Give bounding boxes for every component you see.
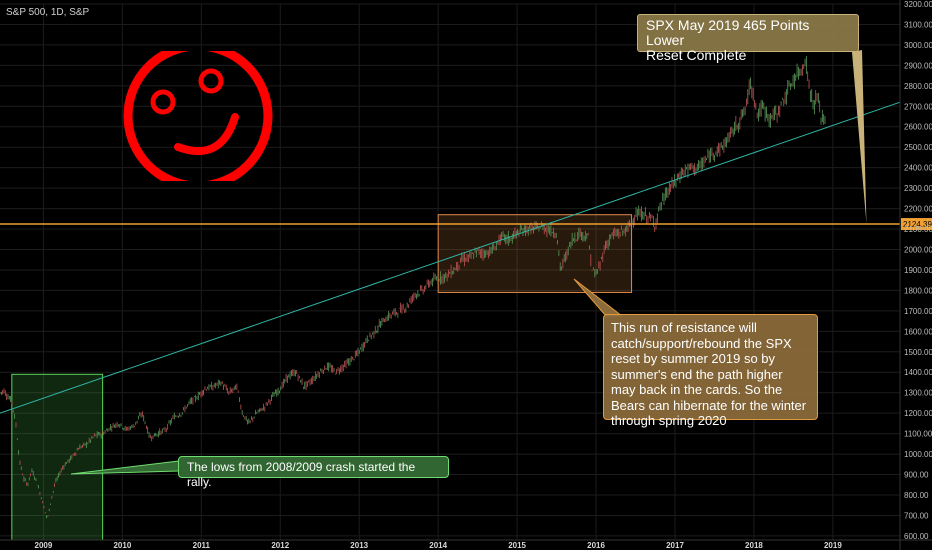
x-tick-label: 2017 xyxy=(666,541,684,550)
y-tick-label: 1900.00 xyxy=(904,266,932,275)
crash-lows-annotation-text: The lows from 2008/2009 crash started th… xyxy=(187,460,416,489)
x-tick-label: 2016 xyxy=(587,541,605,550)
x-tick-label: 2014 xyxy=(429,541,447,550)
smiley-left-eye xyxy=(150,89,176,115)
y-tick-label: 600.00 xyxy=(904,532,929,541)
y-tick-label: 2900.00 xyxy=(904,61,932,70)
y-tick-label: 900.00 xyxy=(904,471,929,480)
smiley-mouth xyxy=(174,113,239,156)
x-tick-label: 2011 xyxy=(193,541,211,550)
y-tick-label: 2800.00 xyxy=(904,82,932,91)
projection-annotation-text: SPX May 2019 465 Points Lower Reset Comp… xyxy=(646,17,810,63)
target-level-badge xyxy=(901,218,932,231)
y-tick-label: 1700.00 xyxy=(904,307,932,316)
crash-lows-annotation: The lows from 2008/2009 crash started th… xyxy=(178,456,449,489)
chart-title: S&P 500, 1D, S&P xyxy=(6,7,90,18)
y-tick-label: 1200.00 xyxy=(904,409,932,418)
x-tick-label: 2013 xyxy=(350,541,368,550)
projection-pointer xyxy=(852,50,867,225)
resistance-annotation-text: This run of resistance will catch/suppor… xyxy=(611,320,807,428)
y-tick-label: 1600.00 xyxy=(904,327,932,336)
y-tick-label: 800.00 xyxy=(904,491,929,500)
y-tick-label: 3100.00 xyxy=(904,20,932,29)
y-tick-label: 2700.00 xyxy=(904,102,932,111)
y-tick-label: 2600.00 xyxy=(904,123,932,132)
y-tick-label: 1500.00 xyxy=(904,348,932,357)
y-tick-label: 1400.00 xyxy=(904,368,932,377)
y-tick-label: 700.00 xyxy=(904,511,929,520)
trend-line xyxy=(0,101,901,414)
y-tick-label: 1000.00 xyxy=(904,450,932,459)
smiley-face-icon xyxy=(123,51,273,181)
smiley-right-eye xyxy=(198,68,224,94)
y-tick-label: 2000.00 xyxy=(904,245,932,254)
y-tick-label: 2400.00 xyxy=(904,164,932,173)
y-tick-label: 3000.00 xyxy=(904,41,932,50)
y-tick-label: 3200.00 xyxy=(904,0,932,9)
target-level-label: 2124.39 xyxy=(903,220,932,229)
y-tick-label: 2500.00 xyxy=(904,143,932,152)
x-tick-label: 2018 xyxy=(745,541,763,550)
crash-lows-zone xyxy=(11,373,104,541)
projection-annotation: SPX May 2019 465 Points Lower Reset Comp… xyxy=(637,14,859,63)
y-tick-label: 1100.00 xyxy=(904,430,932,439)
grid xyxy=(0,3,900,540)
x-tick-label: 2019 xyxy=(824,541,842,550)
x-tick-label: 2015 xyxy=(508,541,526,550)
y-tick-label: 2100.00 xyxy=(904,225,932,234)
x-tick-label: 2012 xyxy=(271,541,289,550)
x-tick-label: 2010 xyxy=(113,541,131,550)
y-tick-label: 2300.00 xyxy=(904,184,932,193)
reference-lines: 2124.39 xyxy=(0,101,932,414)
x-tick-label: 2009 xyxy=(35,541,53,550)
y-tick-label: 1800.00 xyxy=(904,286,932,295)
smiley-outline xyxy=(123,51,273,181)
y-tick-label: 2200.00 xyxy=(904,205,932,214)
resistance-annotation: This run of resistance will catch/suppor… xyxy=(603,314,818,428)
y-tick-label: 1300.00 xyxy=(904,389,932,398)
zones xyxy=(11,214,633,541)
